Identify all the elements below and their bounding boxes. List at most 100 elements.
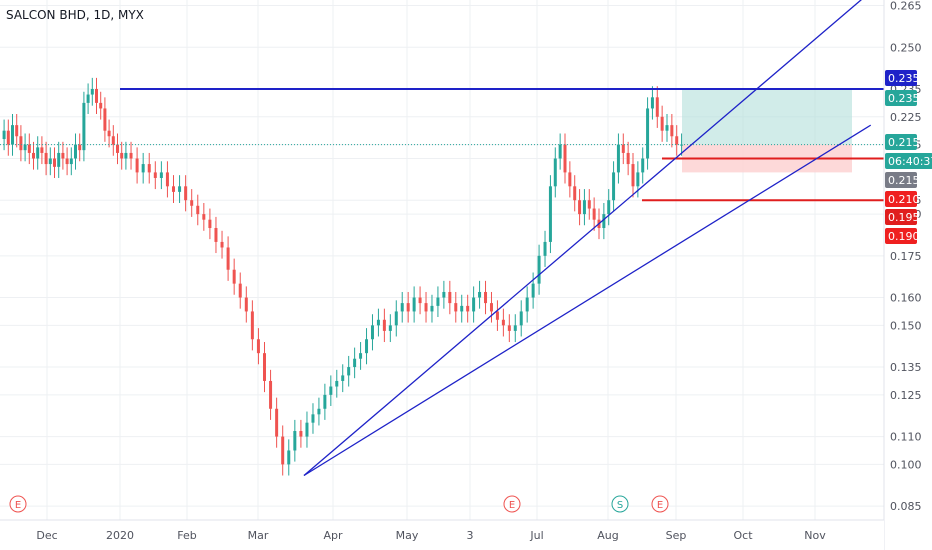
candle-body <box>120 152 124 159</box>
event-marker-icon <box>9 495 27 513</box>
price-tick-label: 0.265 <box>890 0 922 13</box>
candle-body <box>263 353 266 381</box>
candle-body <box>287 450 291 465</box>
candle-body <box>281 436 285 465</box>
candle-body <box>232 269 236 284</box>
time-tick-label: May <box>396 529 419 542</box>
candle-body <box>376 319 380 326</box>
price-tag <box>885 191 917 207</box>
candle-body <box>116 144 119 153</box>
candle-body <box>329 386 333 395</box>
price-tag <box>885 70 917 86</box>
price-tick-label: 0.100 <box>890 458 922 471</box>
drawing-lines[interactable] <box>0 0 884 477</box>
candle-body <box>655 97 659 117</box>
candle-body <box>621 144 625 153</box>
candle-body <box>293 431 297 451</box>
candle-body <box>394 311 398 326</box>
candle-body <box>382 319 386 331</box>
candle-body <box>15 125 19 137</box>
candle-body <box>172 186 175 192</box>
candle-body <box>626 152 630 165</box>
candle-body <box>256 339 260 354</box>
candle-body <box>537 255 541 284</box>
price-tag-label: 06:40:37 <box>888 155 932 168</box>
event-marker-label: E <box>657 500 663 511</box>
candle-body <box>558 144 562 159</box>
candle-body <box>23 144 27 151</box>
candle-body <box>165 172 169 187</box>
candle-body <box>388 325 392 331</box>
candle-body <box>99 102 103 109</box>
event-marker-icon <box>651 495 669 513</box>
time-tick-label: Oct <box>733 529 753 542</box>
candle-body <box>484 291 488 304</box>
candle-body <box>124 152 128 159</box>
candle-body <box>636 172 640 187</box>
candle-body <box>159 172 163 178</box>
candle-body <box>311 414 315 423</box>
candle-body <box>103 108 107 131</box>
candle-body <box>519 311 523 326</box>
event-marker-icon <box>503 495 521 513</box>
candle-body <box>448 291 452 304</box>
price-tick-label: 0.160 <box>890 292 922 305</box>
trendline-2 <box>303 124 872 477</box>
candle-body <box>548 186 552 242</box>
price-tick-label: 0.110 <box>890 431 922 444</box>
event-marker-label: E <box>15 500 21 511</box>
price-tags: 0.235 0.235 0.215 06:40:37 0.215 0.210 0.195 0.… <box>885 70 932 244</box>
price-tick-label: 0.250 <box>890 41 922 54</box>
candle-body <box>631 164 635 187</box>
candle-body <box>184 186 188 201</box>
candle-body <box>214 228 218 242</box>
candle-body <box>418 297 422 304</box>
price-tag <box>885 90 917 106</box>
candle-body <box>36 147 40 159</box>
candle-body <box>553 158 557 187</box>
price-tag-label: 0.235 <box>888 92 920 105</box>
event-marker-label: S <box>617 500 623 511</box>
candle-body <box>208 219 212 229</box>
candle-body <box>57 152 61 167</box>
candle-body <box>616 144 620 173</box>
price-tag <box>885 228 917 244</box>
candle-body <box>478 291 482 298</box>
candle-body <box>665 125 669 131</box>
candle-body <box>543 241 547 256</box>
price-tick-label: 0.085 <box>890 500 922 513</box>
candle-body <box>466 305 470 312</box>
candle-body <box>90 88 94 95</box>
time-axis[interactable]: Dec 2020 Feb Mar Apr May 3 Jul Aug Sep Oct Nov <box>0 519 884 550</box>
candle-body <box>299 431 303 437</box>
candle-body <box>406 303 410 312</box>
candle-body <box>660 116 664 131</box>
price-tag <box>885 172 917 188</box>
price-tick-label: 0.125 <box>890 389 922 402</box>
candle-body <box>250 311 254 340</box>
trendline-1 <box>303 0 862 477</box>
event-marker-icon <box>611 495 629 513</box>
target-zone <box>682 88 852 145</box>
candle-body <box>359 353 363 359</box>
price-tag-label: 0.195 <box>888 211 920 224</box>
candle-body <box>74 144 77 159</box>
candle-body <box>531 283 535 298</box>
time-tick-label: Dec <box>36 529 57 542</box>
candle-body <box>370 325 374 340</box>
candle-body <box>129 152 133 159</box>
time-tick-label: 3 <box>467 529 474 542</box>
time-tick-label: Nov <box>804 529 826 542</box>
price-tag-label: 0.190 <box>888 230 920 243</box>
candle-body <box>178 186 182 192</box>
price-tag-label: 0.235 <box>888 72 920 85</box>
time-tick-label: Jul <box>529 529 543 542</box>
candle-body <box>65 158 69 165</box>
candle-body <box>507 325 511 331</box>
candle-body <box>592 208 596 220</box>
price-tag-label: 0.210 <box>888 193 920 206</box>
price-tick-label: 0.150 <box>890 319 922 332</box>
candle-body <box>153 172 157 178</box>
